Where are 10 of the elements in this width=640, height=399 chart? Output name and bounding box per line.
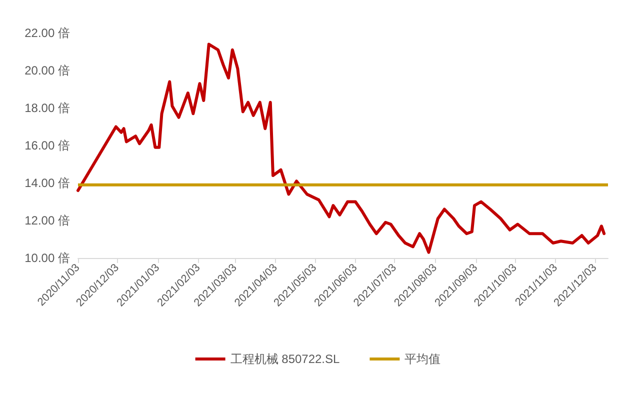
y-tick-label: 12.00 倍 bbox=[24, 214, 70, 228]
y-tick-label: 10.00 倍 bbox=[24, 251, 70, 265]
y-tick-label: 18.00 倍 bbox=[24, 101, 70, 115]
y-tick-label: 16.00 倍 bbox=[24, 138, 70, 152]
y-tick-label: 14.00 倍 bbox=[24, 176, 70, 190]
legend-label: 平均值 bbox=[404, 352, 441, 366]
y-tick-label: 22.00 倍 bbox=[24, 26, 70, 40]
y-tick-label: 20.00 倍 bbox=[24, 64, 70, 78]
legend-label: 工程机械 850722.SL bbox=[230, 352, 340, 366]
line-series bbox=[76, 42, 606, 254]
